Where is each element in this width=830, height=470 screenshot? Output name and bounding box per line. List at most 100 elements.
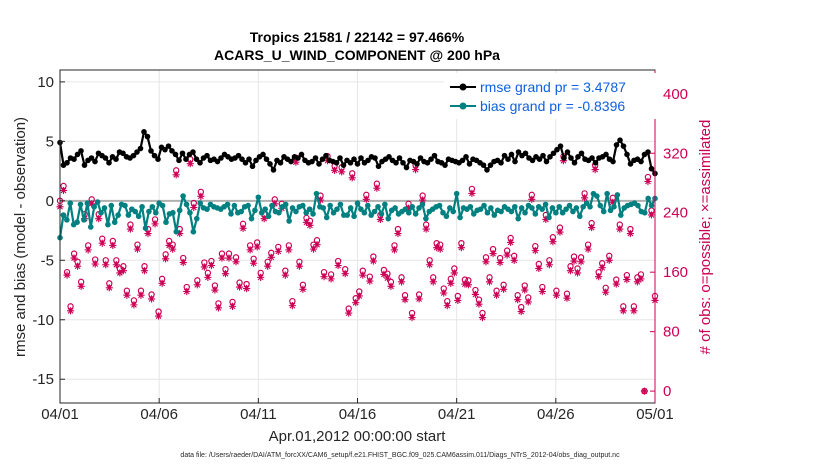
rmse-point [270,167,277,173]
assimilated-obs-point [549,238,557,246]
x-tick-label: 04/11 [240,406,276,423]
rmse-point [277,159,284,166]
assimilated-obs-point [577,258,585,266]
right-y-tick-label: 320 [663,145,688,162]
assimilated-obs-point [507,238,515,247]
rmse-point [512,158,518,165]
assimilated-obs-point [591,166,599,174]
assimilated-obs-point [179,258,187,267]
bias-point [443,213,450,220]
rmse-point [403,164,410,171]
rmse-point [242,159,249,166]
assimilated-obs-point [433,244,441,252]
bias-point [600,208,607,215]
rmse-point [288,158,294,165]
assimilated-obs-point [214,304,223,312]
left-y-tick-label: -10 [32,312,54,329]
bias-point [542,201,549,208]
bias-point [269,202,275,209]
bias-point [385,215,392,222]
bias-point [176,207,183,214]
assimilated-obs-point [595,273,603,281]
bias-point [635,202,641,209]
bias-point [641,209,648,216]
bias-point [511,203,518,210]
rmse-point [627,161,634,167]
bias-point [224,201,231,208]
assimilated-obs-point [309,245,318,253]
rmse-point [162,146,168,153]
rmse-point [529,157,536,164]
rmse-point [309,158,315,165]
x-tick-label: 04/16 [339,406,377,423]
bias-point [614,192,621,198]
rmse-point [347,159,354,166]
bias-point [197,200,204,206]
x-tick-label: 04/06 [140,406,178,423]
bias-point [358,206,364,212]
bias-point [265,213,272,220]
assimilated-obs-point [584,245,592,253]
assimilated-obs-point [408,313,416,322]
bias-point [163,219,169,226]
bias-point [334,206,340,212]
rmse-point [515,149,522,155]
rmse-point [550,150,557,157]
rmse-point [151,152,158,159]
assimilated-obs-point [419,196,427,204]
bias-point [556,203,563,210]
rmse-point [459,157,466,164]
assimilated-obs-point [105,284,113,292]
assimilated-obs-point [165,241,173,250]
assimilated-obs-point [461,280,469,288]
rmse-point [547,154,553,160]
bias-point [361,209,368,216]
bias-point [170,209,176,216]
assimilated-obs-point [66,307,75,315]
bias-point [282,201,289,208]
chart-subtitle: ACARS_U_WIND_COMPONENT @ 200 hPa [214,47,500,63]
bias-point [320,205,327,211]
bias-point [648,202,655,209]
assimilated-obs-point [468,189,476,197]
bias-point [364,202,371,209]
rmse-point [172,151,179,158]
rmse-point [92,158,98,165]
bias-point [597,202,604,209]
rmse-point [624,151,630,158]
assimilated-obs-point [489,249,497,258]
left-y-tick-label: 0 [46,193,54,210]
left-y-tick-label: 10 [37,74,54,91]
rmse-point [372,155,378,161]
assimilated-obs-point [225,254,233,262]
rmse-point [141,129,147,135]
bias-point [286,218,292,224]
footnote: data file: /Users/raeder/DAI/ATM_forcXX/… [180,452,620,459]
assimilated-obs-point [133,245,142,253]
assimilated-obs-point [602,288,610,296]
assimilated-obs-point [320,273,328,281]
assimilated-obs-point [503,251,511,259]
assimilated-obs-point [570,257,578,265]
assimilated-obs-point [542,215,550,224]
rmse-point [442,162,448,168]
bias-point [81,217,87,223]
bias-point [412,211,419,217]
assimilated-obs-point [242,284,251,293]
bias-point [327,202,333,209]
assimilated-obs-point [471,290,480,299]
assimilated-obs-point [485,278,494,286]
bias-point [303,209,310,216]
bias-point [74,219,80,226]
assimilated-obs-point [235,283,244,291]
rmse-point [197,159,203,166]
assimilated-obs-point [116,269,124,277]
bias-point [529,205,535,211]
bias-point [87,224,94,230]
rmse-point [589,155,595,161]
assimilated-obs-point [331,166,339,174]
assimilated-obs-point [239,224,247,232]
bias-point [252,207,258,214]
bias-point [98,209,104,216]
bias-point [382,201,388,208]
